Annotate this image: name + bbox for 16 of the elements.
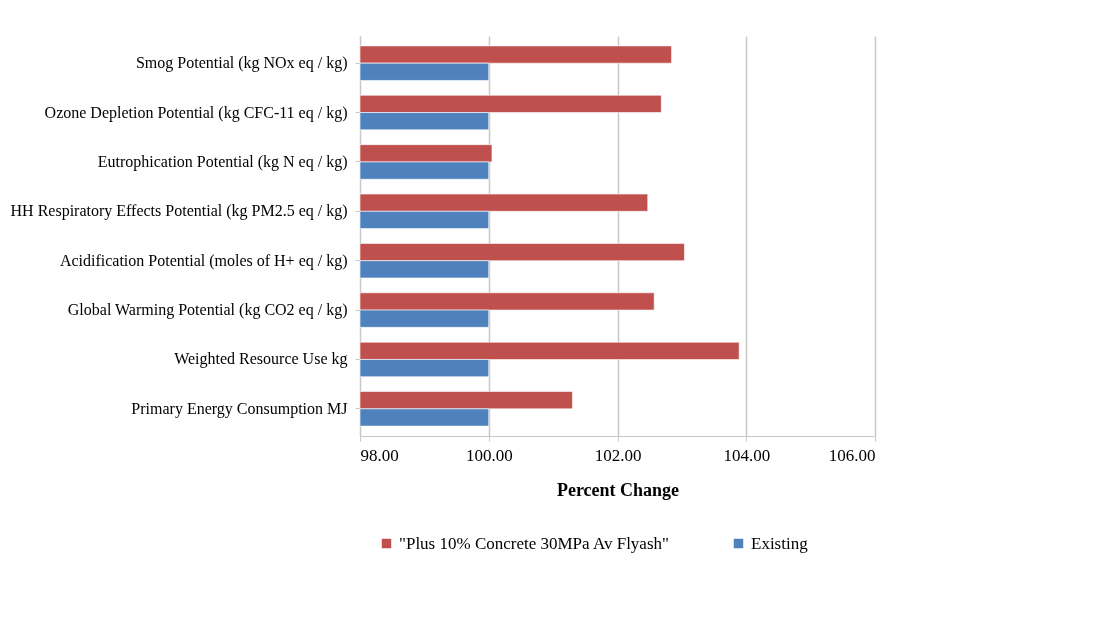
y-tick-label: Acidification Potential (moles of H+ eq / kg) — [59, 251, 348, 270]
x-tick-label: 100.00 — [465, 445, 513, 465]
legend-label: Existing — [751, 533, 809, 553]
y-tick-label: Weighted Resource Use kg — [174, 350, 348, 369]
y-tick-label: Eutrophication Potential (kg N eq / kg) — [97, 152, 348, 171]
x-tick-label: 106.00 — [828, 445, 876, 465]
y-tick-label: HH Respiratory Effects Potential (kg PM2.5 eq / kg) — [10, 202, 348, 221]
y-tick-label: Smog Potential (kg NOx eq / kg) — [135, 54, 348, 73]
y-tick-label: Primary Energy Consumption MJ — [131, 399, 348, 418]
x-tick-label: 104.00 — [723, 445, 771, 465]
x-axis-title: Percent Change — [556, 479, 680, 500]
y-tick-label: Global Warming Potential (kg CO2 eq / kg) — [67, 301, 348, 320]
x-tick-label: 98.00 — [360, 445, 399, 465]
y-tick-label: Ozone Depletion Potential (kg CFC-11 eq / kg) — [44, 103, 348, 122]
x-tick-label: 102.00 — [594, 445, 642, 465]
legend-label: "Plus 10% Concrete 30MPa Av Flyash" — [399, 533, 669, 553]
